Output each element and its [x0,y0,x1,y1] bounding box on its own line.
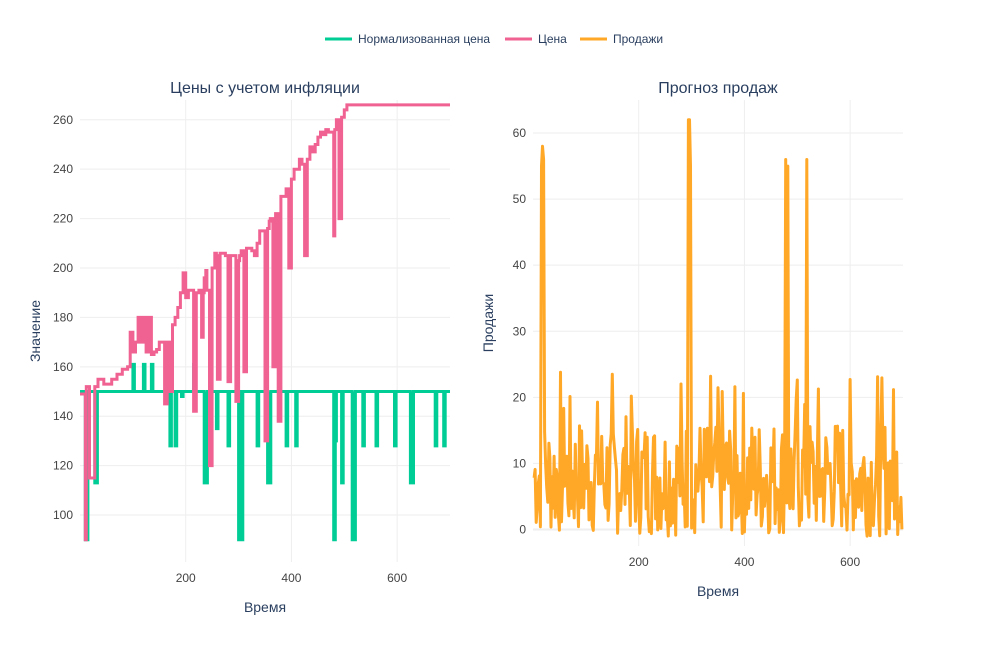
series-sales [532,118,904,538]
x-tick-label: 200 [629,555,649,569]
y-tick-label: 10 [513,456,527,470]
y-tick-label: 180 [53,310,73,324]
y-tick-label: 0 [519,522,526,536]
legend-item-2[interactable]: Продажи [580,32,663,46]
x-axis-title: Время [244,599,286,615]
legend-item-0[interactable]: Нормализованная цена [325,32,490,46]
y-tick-label: 240 [53,162,73,176]
legend-item-1[interactable]: Цена [505,32,567,46]
series-price [80,103,450,542]
y-tick-label: 200 [53,261,73,275]
x-tick-label: 200 [176,571,196,585]
y-tick-label: 140 [53,409,73,423]
y-tick-label: 50 [513,192,527,206]
x-tick-label: 600 [840,555,860,569]
y-tick-label: 100 [53,508,73,522]
panel-sales-forecast: 200 400 600 0 10 20 30 40 50 60 Прогноз продаж Врем… [480,80,904,599]
y-tick-label: 260 [53,113,73,127]
subplot-title: Прогноз продаж [658,80,778,97]
x-tick-label: 400 [281,571,301,585]
legend-label: Цена [538,32,567,46]
y-tick-label: 160 [53,360,73,374]
y-axis-title: Продажи [480,294,496,352]
y-tick-label: 30 [513,324,527,338]
x-tick-label: 400 [734,555,754,569]
y-axis-title: Значение [27,300,43,362]
y-tick-label: 120 [53,459,73,473]
legend-label: Продажи [613,32,663,46]
y-tick-label: 220 [53,212,73,226]
legend: Нормализованная цена Цена Продажи [325,32,663,46]
panel-inflation-prices: 200 400 600 100 120 140 160 180 200 220 240 260 Цены… [27,80,450,615]
x-tick-label: 600 [387,571,407,585]
x-axis-title: Время [697,583,739,599]
legend-label: Нормализованная цена [358,32,490,46]
y-tick-label: 20 [513,390,527,404]
series-normalized-price [80,362,450,542]
y-tick-label: 40 [513,258,527,272]
subplot-title: Цены с учетом инфляции [170,80,360,97]
y-tick-label: 60 [513,126,527,140]
